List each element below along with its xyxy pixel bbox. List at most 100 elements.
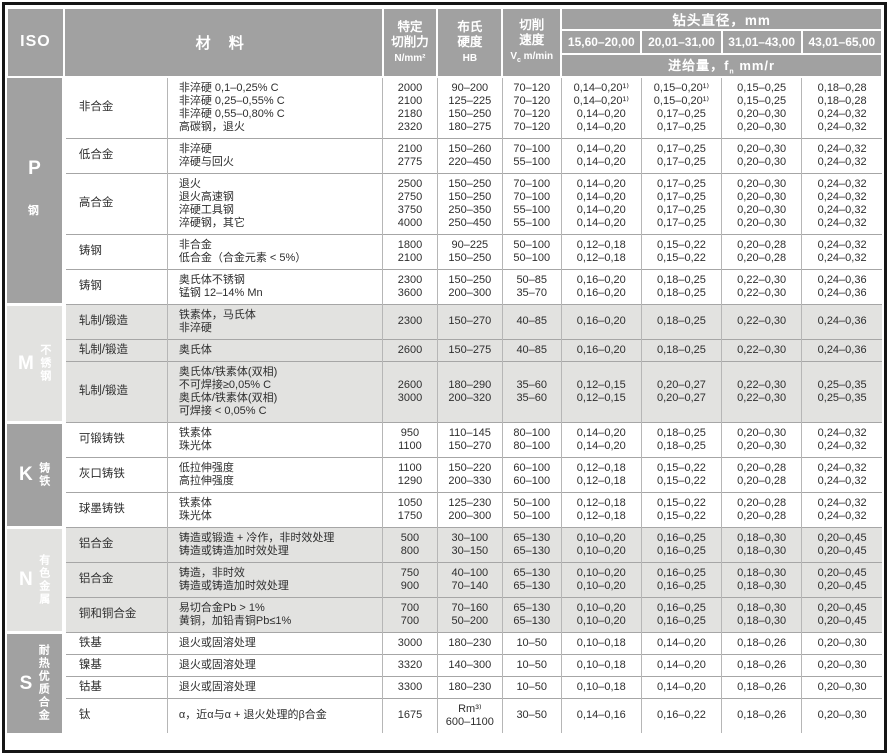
material-description: 退火 退火高速钢 淬硬工具钢 淬硬钢，其它	[166, 172, 383, 235]
feed-value-range-4: 0,24–0,32 0,24–0,32	[801, 137, 882, 174]
cutting-speed-value: 10–50	[501, 675, 562, 699]
feed-value-range-4: 0,24–0,36	[801, 303, 882, 340]
feed-value-range-4: 0,18–0,28 0,18–0,28 0,24–0,32 0,24–0,32	[801, 76, 882, 139]
material-category: 轧制/锻造	[63, 338, 168, 362]
feed-value-range-3: 0,18–0,26	[721, 697, 802, 733]
material-row: 铸钢 奥氏体不锈钢 锰钢 12–14% Mn 2300 3600 150–250 20…	[7, 268, 882, 305]
feed-value-range-4: 0,24–0,32 0,24–0,32	[801, 421, 882, 458]
hardness-value: 110–145 150–270	[436, 421, 503, 458]
hardness-value: 150–220 200–330	[436, 456, 503, 493]
material-description: 奥氏体	[166, 338, 383, 362]
material-row: N 有色金属 铝合金 铸造或锻造 + 冷作，非时效处理 铸造或铸造加时效处理 500 8…	[7, 525, 882, 633]
header-dia-range-3: 31,01–43,00	[720, 29, 803, 55]
feed-value-range-4: 0,20–0,45 0,20–0,45	[801, 596, 882, 633]
material-description: 退火或固溶处理	[166, 653, 383, 677]
hardness-value: 90–225 150–250	[436, 233, 503, 270]
feed-value-range-2: 0,17–0,25 0,17–0,25 0,17–0,25 0,17–0,25	[640, 172, 722, 235]
material-category: 球墨铸铁	[63, 491, 168, 528]
hardness-value: 180–290 200–320	[436, 360, 503, 423]
feed-value-range-4: 0,20–0,45 0,20–0,45	[801, 526, 882, 563]
feed-value-range-1: 0,12–0,18 0,12–0,18	[560, 491, 642, 528]
feed-value-range-1: 0,14–0,20 0,14–0,20	[560, 137, 642, 174]
feed-value-range-1: 0,16–0,20	[560, 303, 642, 340]
material-description: 奥氏体不锈钢 锰钢 12–14% Mn	[166, 268, 383, 305]
material-description: 非合金 低合金（合金元素 < 5%）	[166, 233, 383, 270]
cutting-force-value: 1675	[382, 697, 438, 733]
feed-value-range-1: 0,10–0,20 0,10–0,20	[560, 526, 642, 563]
hardness-label-line1: 布氏	[457, 19, 483, 34]
iso-letter: S	[19, 672, 33, 694]
cutting-speed-label-line2: 速度	[519, 32, 545, 47]
cutting-force-value: 2300	[382, 303, 438, 340]
feed-value-range-4: 0,24–0,32 0,24–0,32	[801, 456, 882, 493]
hardness-value: 40–100 70–140	[436, 561, 503, 598]
material-description: 低拉伸强度 高拉伸强度	[166, 456, 383, 493]
feed-value-range-2: 0,16–0,25 0,16–0,25	[640, 596, 722, 633]
material-description: 铁素体 珠光体	[166, 421, 383, 458]
hardness-value: 125–230 200–300	[436, 491, 503, 528]
cutting-speed-value: 65–130 65–130	[501, 596, 562, 633]
header-dia-range-1: 15,60–20,00	[560, 29, 643, 55]
iso-letter: K	[19, 464, 33, 486]
feed-value-range-3: 0,22–0,30 0,22–0,30	[721, 360, 802, 423]
cutting-speed-value: 50–85 35–70	[501, 268, 562, 305]
material-category: 铝合金	[63, 561, 168, 598]
feed-value-range-2: 0,18–0,25 0,18–0,25	[640, 421, 722, 458]
cutting-force-value: 1050 1750	[382, 491, 438, 528]
cutting-speed-value: 70–100 55–100	[501, 137, 562, 174]
cutting-speed-value: 65–130 65–130	[501, 561, 562, 598]
material-row: M 不锈钢 轧制/锻造 铁素体，马氏体 非淬硬 2300 150–270 40–85 0,16…	[7, 302, 882, 423]
cutting-force-value: 1100 1290	[382, 456, 438, 493]
cutting-force-value: 2500 2750 3750 4000	[382, 172, 438, 235]
material-category: 镍基	[63, 653, 168, 677]
material-row: 铸钢 非合金 低合金（合金元素 < 5%） 1800 2100 90–225 150–…	[7, 233, 882, 270]
material-row: S 耐热优质合金 铁基 退火或固溶处理 3000 180–230 10–50 0,10–0,1…	[7, 630, 882, 733]
feed-value-range-2: 0,18–0,25 0,18–0,25	[640, 268, 722, 305]
material-category: 非合金	[63, 76, 168, 139]
cutting-force-label-line1: 特定	[397, 19, 423, 34]
hardness-value: 150–275	[436, 338, 503, 362]
hardness-value: 180–230	[436, 675, 503, 699]
material-description: 铁素体 珠光体	[166, 491, 383, 528]
header-cutting-speed: 切削 速度 Vc m/min	[501, 7, 563, 78]
hardness-value: 70–160 50–200	[436, 596, 503, 633]
feed-value-range-3: 0,20–0,28 0,20–0,28	[721, 233, 802, 270]
cutting-speed-label-line1: 切削	[519, 17, 545, 32]
cutting-speed-value: 70–120 70–120 70–120 70–120	[501, 76, 562, 139]
feed-value-range-4: 0,20–0,30	[801, 631, 882, 655]
cutting-force-label-line2: 切削力	[391, 34, 429, 49]
iso-group-label: 耐热优质合金	[37, 644, 50, 723]
material-category: 铸钢	[63, 268, 168, 305]
feed-value-range-2: 0,14–0,20	[640, 675, 722, 699]
hardness-value: 140–300	[436, 653, 503, 677]
feed-value-range-4: 0,24–0,32 0,24–0,32	[801, 233, 882, 270]
drilling-feed-table: ISO 材 料 特定 切削力 N/mm² 布氏 硬度 HB	[6, 7, 884, 733]
feed-value-range-1: 0,12–0,15 0,12–0,15	[560, 360, 642, 423]
material-category: 轧制/锻造	[63, 360, 168, 423]
iso-group-N: N 有色金属	[7, 525, 66, 633]
material-category: 钴基	[63, 675, 168, 699]
cutting-force-value: 2300 3600	[382, 268, 438, 305]
feed-value-range-3: 0,15–0,25 0,15–0,25 0,20–0,30 0,20–0,30	[721, 76, 802, 139]
material-category: 铝合金	[63, 526, 168, 563]
iso-letter: N	[19, 569, 33, 591]
feed-value-range-3: 0,20–0,30 0,20–0,30	[721, 137, 802, 174]
header-row-2: 15,60–20,00 20,01–31,00 31,01–43,00 43,0…	[7, 29, 884, 55]
feed-value-range-4: 0,20–0,30	[801, 675, 882, 699]
feed-value-range-3: 0,20–0,30 0,20–0,30 0,20–0,30 0,20–0,30	[721, 172, 802, 235]
feed-value-range-1: 0,16–0,20	[560, 338, 642, 362]
material-description: α，近α与α + 退火处理的β合金	[166, 697, 383, 733]
material-row: 球墨铸铁 铁素体 珠光体 1050 1750 125–230 200–300 50–10…	[7, 491, 882, 528]
material-row: 轧制/锻造 奥氏体/铁素体(双相) 不可焊接≥0,05% C 奥氏体/铁素体(双相…	[7, 360, 882, 423]
material-description: 铸造或锻造 + 冷作，非时效处理 铸造或铸造加时效处理	[166, 526, 383, 563]
cutting-force-value: 2100 2775	[382, 137, 438, 174]
header-drill-diameter: 钻头直径，mm	[560, 7, 883, 31]
material-row: 铝合金 铸造，非时效 铸造或铸造加时效处理 750 900 40–100 70–140…	[7, 561, 882, 598]
header-iso: ISO	[6, 7, 65, 78]
cutting-speed-value: 30–50	[501, 697, 562, 733]
cutting-force-unit: N/mm²	[394, 52, 426, 64]
material-row: P 钢非合金 非淬硬 0,1–0,25% C 非淬硬 0,25–0,55% C 非淬…	[7, 76, 882, 305]
hardness-value: 150–250 150–250 250–350 250–450	[436, 172, 503, 235]
feed-value-range-2: 0,17–0,25 0,17–0,25	[640, 137, 722, 174]
